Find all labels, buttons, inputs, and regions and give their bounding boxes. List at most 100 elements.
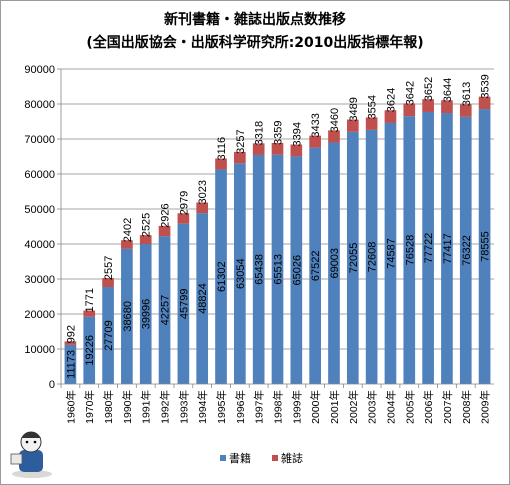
bar-magazines (328, 130, 340, 143)
legend-label-magazines: 雑誌 (281, 451, 303, 465)
bar-books (459, 116, 472, 385)
bar-books (441, 113, 453, 384)
bar-magazines (271, 142, 284, 155)
data-label-books: 38680 (122, 301, 134, 332)
y-axis: 0 10000 20000 30000 40000 50000 60000 70000 8000… (24, 64, 62, 391)
mascot-image (10, 431, 52, 478)
x-tick-label: 2003年 (366, 390, 379, 424)
x-tick-label: 1990年 (121, 390, 134, 424)
data-label-magazines: 3539 (480, 74, 492, 98)
bar-books (309, 147, 321, 384)
data-label-magazines: 3318 (254, 121, 266, 145)
bar-books (196, 213, 209, 384)
bar-magazines (64, 341, 77, 345)
x-tick-label: 2002年 (347, 390, 360, 424)
data-label-books: 11173 (65, 350, 77, 379)
data-label-books: 65026 (291, 255, 303, 286)
x-tick-label: 2009年 (479, 390, 492, 424)
data-label-books: 72608 (367, 242, 379, 273)
legend: 書籍 雑誌 (220, 451, 303, 465)
x-tick-label: 2006年 (422, 390, 435, 424)
x-tick-label: 2007年 (441, 390, 454, 424)
bar-books (346, 131, 359, 384)
data-label-magazines: 3642 (404, 81, 416, 105)
y-tick-label: 70000 (24, 134, 55, 146)
bar-books (121, 248, 133, 384)
bar-books (234, 163, 246, 384)
data-label-books: 48824 (197, 283, 209, 314)
bar-magazines (478, 96, 491, 110)
bars: 11173 992 19226 1771 27709 2557 38680 2402 39996… (64, 74, 492, 385)
bar-books (102, 287, 114, 384)
data-label-magazines: 2979 (178, 191, 190, 215)
x-tick-label: 1994年 (196, 390, 209, 424)
bar-books (422, 111, 434, 385)
x-tick-label: 1980年 (102, 390, 115, 424)
bar-magazines (215, 158, 227, 170)
data-label-books: 76528 (404, 235, 416, 266)
bar-magazines (196, 202, 209, 214)
bar-magazines (441, 100, 453, 114)
data-label-books: 19226 (84, 335, 96, 366)
legend-swatch-magazines (272, 455, 278, 461)
y-tick-label: 30000 (24, 274, 55, 286)
x-tick-label: 1995年 (215, 390, 228, 424)
bar-books (177, 223, 190, 384)
data-label-books: 63054 (235, 258, 247, 289)
bar-books (83, 316, 96, 384)
data-label-magazines: 3394 (291, 122, 303, 146)
bar-books (478, 109, 491, 385)
data-label-books: 78555 (480, 231, 492, 262)
bar-magazines (403, 103, 416, 117)
bar-magazines (365, 117, 378, 130)
chart-title: 新刊書籍・雑誌出版点数推移 (164, 11, 346, 28)
bar-books (403, 116, 416, 384)
bar-magazines (384, 110, 397, 123)
bar-magazines (83, 310, 96, 317)
bar-magazines (158, 225, 171, 237)
x-axis: 1960年 1970年 1980年 1990年 1991年 1992年 1993年 1994年… (60, 383, 494, 424)
bar-books (290, 156, 303, 384)
data-label-magazines: 3460 (329, 108, 341, 132)
x-tick-label: 1991年 (140, 390, 153, 424)
bar-books (271, 154, 284, 384)
y-tick-label: 90000 (24, 64, 55, 76)
y-tick-label: 40000 (24, 239, 55, 251)
data-label-magazines: 3613 (461, 82, 473, 106)
data-label-magazines: 3624 (385, 88, 397, 112)
data-label-books: 65438 (254, 254, 266, 285)
x-tick-label: 2008年 (460, 390, 473, 424)
legend-label-books: 書籍 (229, 451, 251, 465)
chart-subtitle: (全国出版協会・出版科学研究所:2010出版指標年報) (86, 34, 423, 51)
bar-books (215, 169, 227, 384)
data-label-magazines: 3116 (216, 137, 228, 161)
data-label-books: 77722 (423, 233, 435, 264)
data-label-books: 76322 (461, 235, 473, 266)
bar-books (365, 129, 378, 384)
y-tick-label: 10000 (24, 344, 55, 356)
bar-magazines (459, 104, 472, 117)
x-tick-label: 1970年 (83, 390, 96, 424)
data-label-magazines: 3359 (273, 120, 285, 144)
data-label-magazines: 2402 (122, 218, 134, 242)
bar-magazines (290, 144, 303, 157)
x-tick-label: 1997年 (253, 390, 266, 424)
bar-magazines (234, 151, 246, 164)
bar-books (158, 236, 171, 384)
bar-magazines (121, 240, 133, 249)
data-label-books: 65513 (273, 254, 285, 285)
bar-magazines (422, 99, 434, 112)
data-label-magazines: 2557 (103, 256, 115, 280)
bar-magazines (346, 119, 359, 132)
data-label-books: 72055 (348, 243, 360, 274)
bar-magazines (102, 278, 114, 288)
x-tick-label: 1999年 (290, 390, 303, 424)
data-label-magazines: 992 (65, 325, 77, 343)
bar-books (64, 344, 77, 384)
x-tick-label: 2004年 (384, 390, 397, 424)
data-label-books: 69003 (329, 248, 341, 279)
data-label-books: 77417 (442, 233, 454, 264)
bar-magazines (139, 235, 152, 245)
data-label-magazines: 3023 (197, 180, 209, 204)
